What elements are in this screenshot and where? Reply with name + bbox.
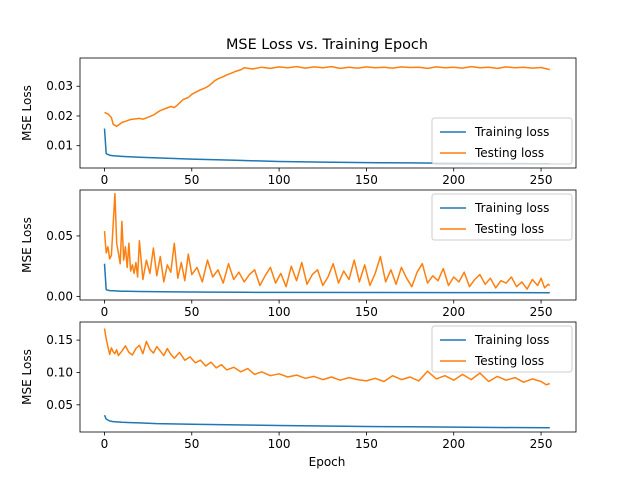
y-tick-label: 0.05 xyxy=(46,229,73,243)
x-axis-label: Epoch xyxy=(309,455,346,469)
legend-label: Testing loss xyxy=(474,354,544,368)
subplots: 0 50 100 150 200 250 0.01 0.02 0.03 MSE Loss Train… xyxy=(20,57,577,451)
series-line-training-3 xyxy=(103,414,550,429)
x-tick-label: 250 xyxy=(530,437,553,451)
y-tick-label: 0.00 xyxy=(46,289,73,303)
series-line-testing-3 xyxy=(103,328,551,386)
legend-2: Training loss Testing loss xyxy=(431,193,573,241)
x-tick-label: 200 xyxy=(442,437,465,451)
x-tick-label: 0 xyxy=(101,173,109,187)
legend-label: Training loss xyxy=(474,201,549,215)
legend-box xyxy=(431,117,573,165)
x-tick-label: 100 xyxy=(268,305,291,319)
subplot-2: 0 50 100 150 200 250 0.00 0.05 MSE Loss Training … xyxy=(20,189,577,319)
legend-label: Testing loss xyxy=(474,146,544,160)
y-tick-label: 0.05 xyxy=(46,398,73,412)
x-tick-label: 200 xyxy=(442,173,465,187)
legend-label: Training loss xyxy=(474,125,549,139)
x-tick-label: 150 xyxy=(355,437,378,451)
x-tick-label: 0 xyxy=(101,437,109,451)
x-tick-label: 100 xyxy=(268,437,291,451)
chart-title: MSE Loss vs. Training Epoch xyxy=(226,37,428,53)
y-axis-label-2: MSE Loss xyxy=(20,217,34,273)
x-tick-label: 100 xyxy=(268,173,291,187)
legend-label: Testing loss xyxy=(474,222,544,236)
subplot-3: 0 50 100 150 200 250 0.05 0.10 0.15 MSE Loss Train… xyxy=(20,321,577,451)
x-tick-label: 200 xyxy=(442,305,465,319)
legend-1: Training loss Testing loss xyxy=(431,117,573,165)
x-tick-label: 250 xyxy=(530,173,553,187)
x-tick-label: 50 xyxy=(184,173,199,187)
series-line-testing-2 xyxy=(103,192,551,290)
x-tick-label: 150 xyxy=(355,305,378,319)
y-axis-label-3: MSE Loss xyxy=(20,349,34,405)
series-line-training-2 xyxy=(103,263,550,294)
legend-label: Training loss xyxy=(474,333,549,347)
legend-box xyxy=(431,193,573,241)
y-tick-label: 0.02 xyxy=(46,109,73,123)
legend-3: Training loss Testing loss xyxy=(431,325,573,373)
subplot-1: 0 50 100 150 200 250 0.01 0.02 0.03 MSE Loss Train… xyxy=(20,57,577,187)
series-line-testing-1 xyxy=(104,65,550,128)
legend-box xyxy=(431,325,573,373)
x-tick-label: 50 xyxy=(184,305,199,319)
y-tick-label: 0.10 xyxy=(46,365,73,379)
y-tick-label: 0.03 xyxy=(46,79,73,93)
plot-frame-2 xyxy=(79,189,577,301)
plot-frame-3 xyxy=(79,321,577,433)
y-tick-label: 0.01 xyxy=(46,139,73,153)
plot-frame-1 xyxy=(79,57,577,169)
x-tick-label: 250 xyxy=(530,305,553,319)
x-tick-label: 150 xyxy=(355,173,378,187)
y-axis-label-1: MSE Loss xyxy=(20,85,34,141)
x-tick-label: 0 xyxy=(101,305,109,319)
x-tick-label: 50 xyxy=(184,437,199,451)
y-tick-label: 0.15 xyxy=(46,333,73,347)
